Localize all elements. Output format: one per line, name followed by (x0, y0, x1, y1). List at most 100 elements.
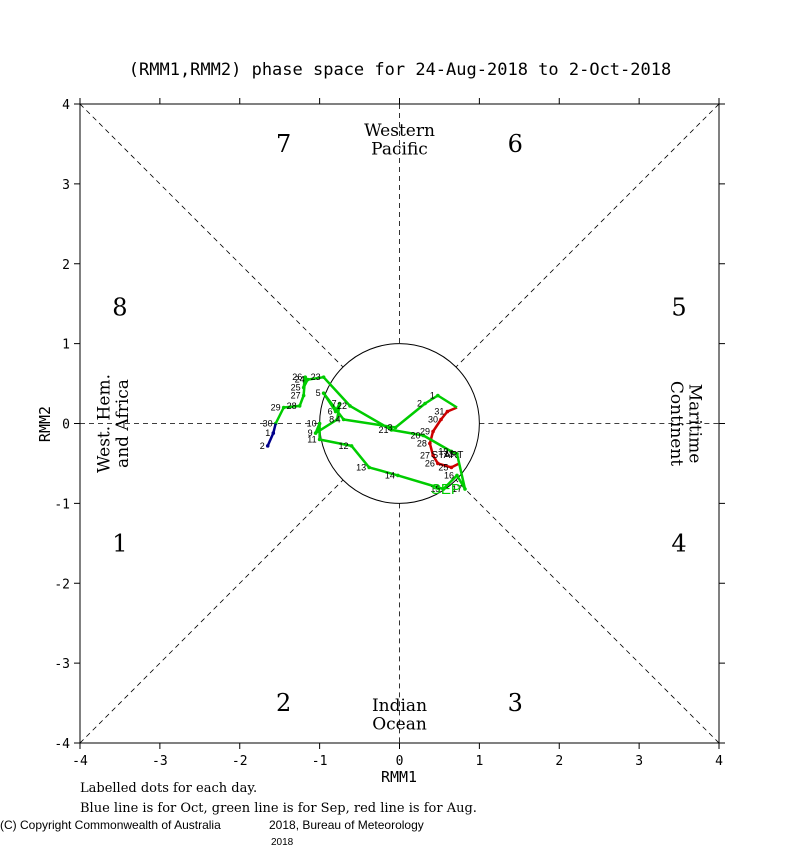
day-dot (301, 393, 306, 398)
x-tick-label: -4 (72, 754, 88, 769)
region-label-left-1: West. Hem. (95, 374, 115, 473)
day-dot (341, 417, 346, 422)
day-label: 7 (332, 399, 337, 409)
day-dot (436, 393, 440, 398)
day-dot (431, 453, 435, 458)
y-axis-label: RMM2 (36, 406, 54, 442)
x-tick-label: -2 (232, 754, 248, 769)
phase-number-6: 6 (508, 130, 523, 158)
day-label: 3 (387, 422, 392, 432)
day-dot (393, 425, 398, 430)
day-label: 26 (425, 458, 435, 468)
day-dot (445, 409, 450, 414)
y-tick-label: -1 (54, 497, 70, 512)
day-dot (317, 421, 322, 426)
footer-line-2: Blue line is for Oct, green line is for … (80, 801, 477, 816)
day-dot (449, 449, 454, 454)
day-label: 26 (292, 372, 302, 382)
day-dot (396, 473, 400, 478)
phase-number-2: 2 (276, 689, 291, 717)
day-label: 2 (417, 399, 422, 409)
region-label-top-1: Western (364, 121, 435, 141)
day-dot (271, 431, 276, 435)
diagonal-divider-line (455, 103, 720, 368)
day-dot (421, 433, 426, 438)
region-label-bottom-2: Ocean (372, 714, 427, 734)
day-dot (389, 428, 394, 432)
day-labels: 2526272829303112345678910111213141516171… (260, 372, 464, 498)
footer-line-1: Labelled dots for each day. (80, 781, 257, 796)
y-tick-label: 2 (62, 258, 70, 273)
x-axis-label: RMM1 (381, 768, 417, 786)
day-dot (441, 487, 446, 491)
day-label: 16 (444, 470, 454, 480)
phase-number-4: 4 (671, 529, 686, 557)
day-dot (455, 452, 459, 456)
day-dot (305, 377, 310, 382)
x-tick-label: -3 (152, 754, 168, 769)
y-tick-label: -3 (54, 657, 70, 672)
day-label: 10 (307, 419, 317, 429)
day-dot (333, 409, 338, 414)
day-dot (455, 473, 459, 478)
day-dot (281, 405, 286, 410)
x-tick-label: 3 (635, 754, 643, 769)
day-label: 18 (444, 449, 454, 459)
region-label-bottom-1: Indian (372, 696, 427, 716)
region-label-left-2: and Africa (113, 379, 133, 468)
phase-number-7: 7 (276, 130, 291, 158)
day-dot (436, 461, 440, 466)
day-dot (423, 401, 427, 406)
x-tick-label: 1 (475, 754, 483, 769)
day-label: 30 (263, 419, 273, 429)
day-label: 29 (271, 403, 281, 413)
day-label: 31 (434, 407, 444, 417)
day-label: 1 (265, 428, 270, 438)
day-dot (367, 465, 371, 470)
diagonal-divider-line (79, 479, 344, 744)
month-label: SEP (431, 481, 461, 498)
y-tick-label: 0 (62, 418, 70, 433)
copyright-year: 2018 (271, 837, 294, 848)
y-tick-label: 4 (62, 98, 70, 113)
day-label: 14 (385, 470, 395, 480)
x-tick-label: -1 (312, 754, 328, 769)
series-lines (265, 375, 467, 491)
x-tick-label: 0 (396, 754, 404, 769)
copyright-text: (C) Copyright Commonwealth of Australia (0, 818, 221, 832)
day-dot (335, 417, 339, 422)
day-dot (265, 444, 270, 448)
day-dot (449, 465, 454, 470)
day-label: 4 (336, 415, 341, 425)
day-label: 19 (438, 446, 448, 456)
day-label: 12 (339, 441, 349, 451)
start-label: START (432, 450, 464, 461)
diagonal-divider-line (455, 479, 720, 744)
phase-number-5: 5 (671, 294, 686, 322)
region-label-right-1: Maritime (684, 384, 704, 464)
chart-title: (RMM1,RMM2) phase space for 24-Aug-2018 … (129, 60, 671, 80)
y-tick-label: -2 (54, 577, 70, 592)
day-label: 29 (420, 426, 430, 436)
day-dot (297, 404, 302, 408)
bureau-text: 2018, Bureau of Meteorology (269, 818, 424, 832)
day-label: 25 (291, 383, 301, 393)
day-label: 24 (295, 375, 305, 385)
day-label: 21 (378, 425, 388, 435)
day-label: 2 (260, 441, 265, 451)
day-dot (428, 441, 432, 446)
day-label: 27 (291, 391, 301, 401)
phase-guides (79, 103, 720, 744)
day-label: 5 (316, 388, 321, 398)
region-label-top-2: Pacific (371, 139, 428, 159)
day-label: 25 (438, 462, 448, 472)
day-dot (348, 404, 352, 408)
x-tick-label: 2 (555, 754, 563, 769)
day-dot (349, 444, 354, 448)
day-label: 17 (452, 484, 462, 494)
day-label: 28 (287, 401, 297, 411)
day-label: 30 (428, 415, 438, 425)
day-label: 6 (328, 407, 333, 417)
